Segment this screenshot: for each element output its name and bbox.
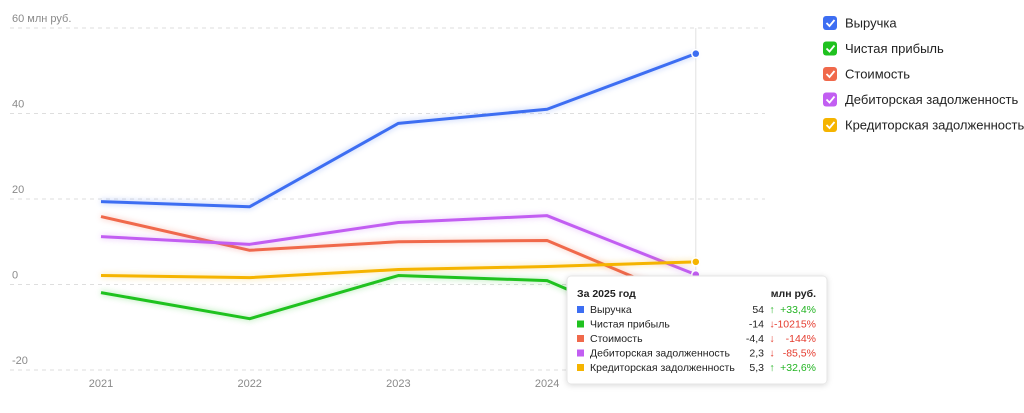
x-tick-label: 2024 xyxy=(535,378,559,390)
series-line xyxy=(100,260,696,280)
tooltip-arrow: ↓ xyxy=(769,333,774,345)
check-icon xyxy=(825,44,836,53)
tooltip-arrow: ↑ xyxy=(769,362,774,374)
series-line xyxy=(100,214,697,277)
tooltip-name: Выручка xyxy=(590,304,632,316)
legend-item[interactable]: Дебиторская задолженность xyxy=(823,92,1018,107)
y-tick-label: 40 xyxy=(12,99,24,111)
x-tick-label: 2023 xyxy=(386,378,410,390)
series-line xyxy=(100,215,697,305)
series-line xyxy=(100,52,697,209)
legend-checkbox[interactable] xyxy=(823,118,837,132)
tooltip-change: -144% xyxy=(786,333,816,345)
tooltip-change: -85,5% xyxy=(783,348,816,360)
y-tick-label: -20 xyxy=(12,355,28,367)
tooltip-box xyxy=(566,275,828,385)
tooltip-value: 54 xyxy=(752,304,764,316)
check-icon xyxy=(825,95,836,104)
legend-item[interactable]: Кредиторская задолженность xyxy=(823,118,1024,133)
tooltip-value: 5,3 xyxy=(749,362,764,374)
legend-item[interactable]: Выручка xyxy=(823,16,897,31)
y-tick-label: 20 xyxy=(12,184,24,196)
legend-item[interactable]: Чистая прибыль xyxy=(823,41,944,56)
legend: Выручка Чистая прибыль Стоимость Дебиторска… xyxy=(823,16,1024,133)
check-icon xyxy=(825,70,836,79)
legend-item[interactable]: Стоимость xyxy=(823,67,910,82)
tooltip-change: +33,4% xyxy=(780,304,816,316)
check-icon xyxy=(825,19,836,28)
legend-label: Стоимость xyxy=(845,67,910,82)
line-glow xyxy=(100,51,697,210)
tooltip-swatch xyxy=(577,364,584,371)
tooltip-name: Чистая прибыль xyxy=(590,319,670,331)
legend-checkbox[interactable] xyxy=(823,41,837,56)
tooltip-unit: млн руб. xyxy=(771,288,816,300)
legend-checkbox[interactable] xyxy=(823,92,837,107)
tooltip-value: 2,3 xyxy=(749,348,764,360)
tooltip-name: Стоимость xyxy=(590,333,643,345)
tooltip-name: Дебиторская задолженность xyxy=(590,348,730,360)
y-tick-label: 60 млн руб. xyxy=(12,13,71,25)
tooltip-swatch xyxy=(577,349,584,357)
legend-checkbox[interactable] xyxy=(823,67,837,81)
point xyxy=(691,257,701,267)
legend-checkbox[interactable] xyxy=(823,16,837,30)
check-icon xyxy=(825,121,836,130)
tooltip: За 2025 год млн руб. Выручка 54 ↑ +33,4% Чиста… xyxy=(566,275,828,385)
tooltip-swatch xyxy=(577,320,584,328)
legend-label: Дебиторская задолженность xyxy=(845,92,1018,107)
tooltip-arrow: ↓ xyxy=(769,319,774,331)
tooltip-value: -14 xyxy=(749,319,764,331)
y-tick-label: 0 xyxy=(12,270,18,282)
tooltip-title: За 2025 год xyxy=(577,288,636,300)
tooltip-arrow: ↓ xyxy=(769,348,774,360)
tooltip-change: -10215% xyxy=(774,319,816,331)
tooltip-swatch xyxy=(577,335,584,342)
legend-label: Чистая прибыль xyxy=(845,41,944,56)
tooltip-value: -4,4 xyxy=(746,333,764,345)
x-tick-label: 2022 xyxy=(237,378,261,390)
point xyxy=(691,48,701,59)
tooltip-change: +32,6% xyxy=(780,362,816,374)
legend-label: Выручка xyxy=(845,16,897,31)
tooltip-swatch xyxy=(577,306,584,313)
x-tick-label: 2021 xyxy=(89,378,113,390)
tooltip-name: Кредиторская задолженность xyxy=(590,362,735,374)
tooltip-arrow: ↑ xyxy=(769,304,774,316)
legend-label: Кредиторская задолженность xyxy=(845,118,1024,133)
